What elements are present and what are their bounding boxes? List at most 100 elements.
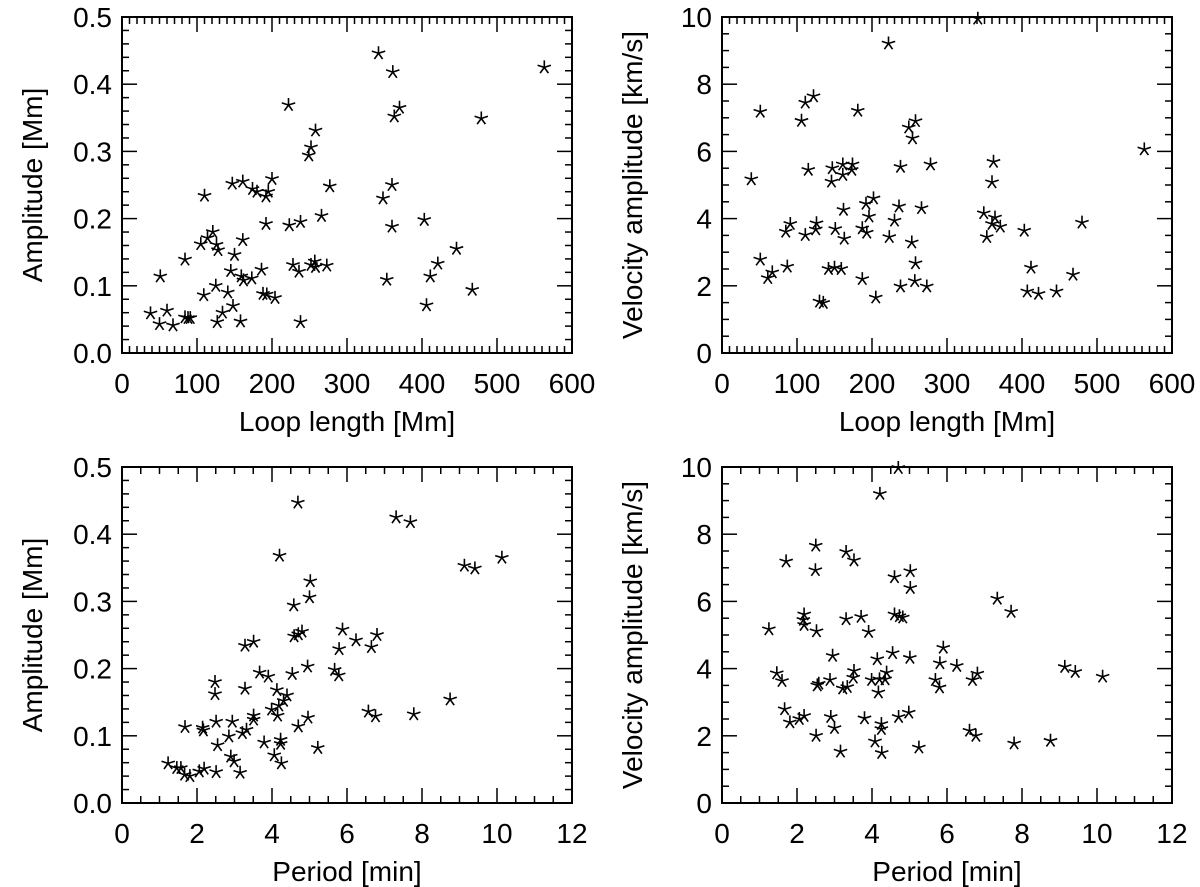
y-tick-label: 0.1 [73,271,112,302]
data-point [182,769,197,783]
data-point [239,722,254,736]
data-point [836,202,851,216]
data-point [314,208,329,223]
data-point [823,673,837,687]
data-point [307,254,322,268]
data-point [835,157,850,171]
data-point [225,714,240,728]
data-point [862,209,876,223]
data-point [827,721,842,735]
data-point [779,554,794,568]
data-point [870,652,885,666]
data-point [887,607,902,621]
data-point [208,675,222,689]
data-point [816,295,831,310]
data-point [430,256,445,270]
data-point [879,665,894,679]
data-point [769,666,784,680]
data-point [882,230,897,244]
data-point [780,259,795,273]
data-point [293,315,308,329]
data-point [301,148,316,162]
data-point [892,199,906,213]
data-point [1043,733,1058,747]
x-tick-label: 6 [939,818,955,849]
data-point [850,103,865,117]
data-point [881,36,896,50]
x-axis-title: Loop length [Mm] [239,406,455,437]
data-point [225,176,240,190]
data-point [236,273,251,287]
data-point [349,633,363,647]
data-point [760,271,775,285]
y-tick-label: 4 [696,204,712,235]
data-point [389,510,404,524]
data-point [210,315,225,329]
data-point [308,260,323,274]
data-point [290,495,305,509]
data-point [272,548,287,562]
data-point [970,666,985,680]
data-point [244,271,259,285]
data-point [494,550,509,564]
data-point [211,243,225,257]
data-point [908,256,923,270]
data-point [919,279,934,293]
data-point [215,305,230,319]
x-tick-label: 0 [114,368,130,399]
data-point [265,172,279,186]
data-point [744,172,759,186]
data-point [846,670,861,684]
data-point [193,237,208,251]
data-point [304,140,318,154]
data-point [923,157,938,171]
data-point [152,317,167,331]
data-point [798,228,813,242]
data-point [794,113,809,127]
data-point [208,278,223,292]
x-tick-label: 8 [1014,818,1030,849]
data-point [903,581,918,595]
data-point [825,161,840,175]
data-point [281,98,296,112]
data-point [911,740,926,754]
y-tick-label: 2 [696,721,712,752]
x-tick-label: 500 [1074,368,1121,399]
data-point [753,104,768,118]
y-tick-label: 0.5 [73,2,112,33]
data-point [854,609,869,623]
data-point [465,282,480,296]
data-point [932,680,947,694]
y-tick-label: 0.3 [73,136,112,167]
data-point [976,206,991,220]
data-point [839,545,854,559]
data-point [872,672,887,686]
data-point [1004,604,1019,618]
y-tick-label: 8 [696,69,712,100]
data-point [177,767,192,781]
data-point [282,218,297,232]
data-point [887,213,902,227]
data-point [235,174,250,188]
data-point [808,538,823,552]
data-point [291,719,306,733]
data-point [1049,284,1064,298]
data-point [1137,142,1152,156]
data-point [949,658,964,673]
data-point [970,11,985,25]
x-tick-label: 10 [481,818,512,849]
data-point [293,215,308,229]
data-point [300,659,315,673]
data-point [205,225,220,239]
data-point [208,687,222,701]
data-point [809,728,824,742]
x-tick-label: 6 [339,818,355,849]
data-point [864,673,879,687]
y-tick-label: 0.1 [73,721,112,752]
data-point [837,231,852,245]
x-tick-label: 0 [114,818,130,849]
data-point [259,189,273,203]
data-point [301,710,315,724]
data-point [209,765,224,779]
x-tick-label: 100 [774,368,821,399]
